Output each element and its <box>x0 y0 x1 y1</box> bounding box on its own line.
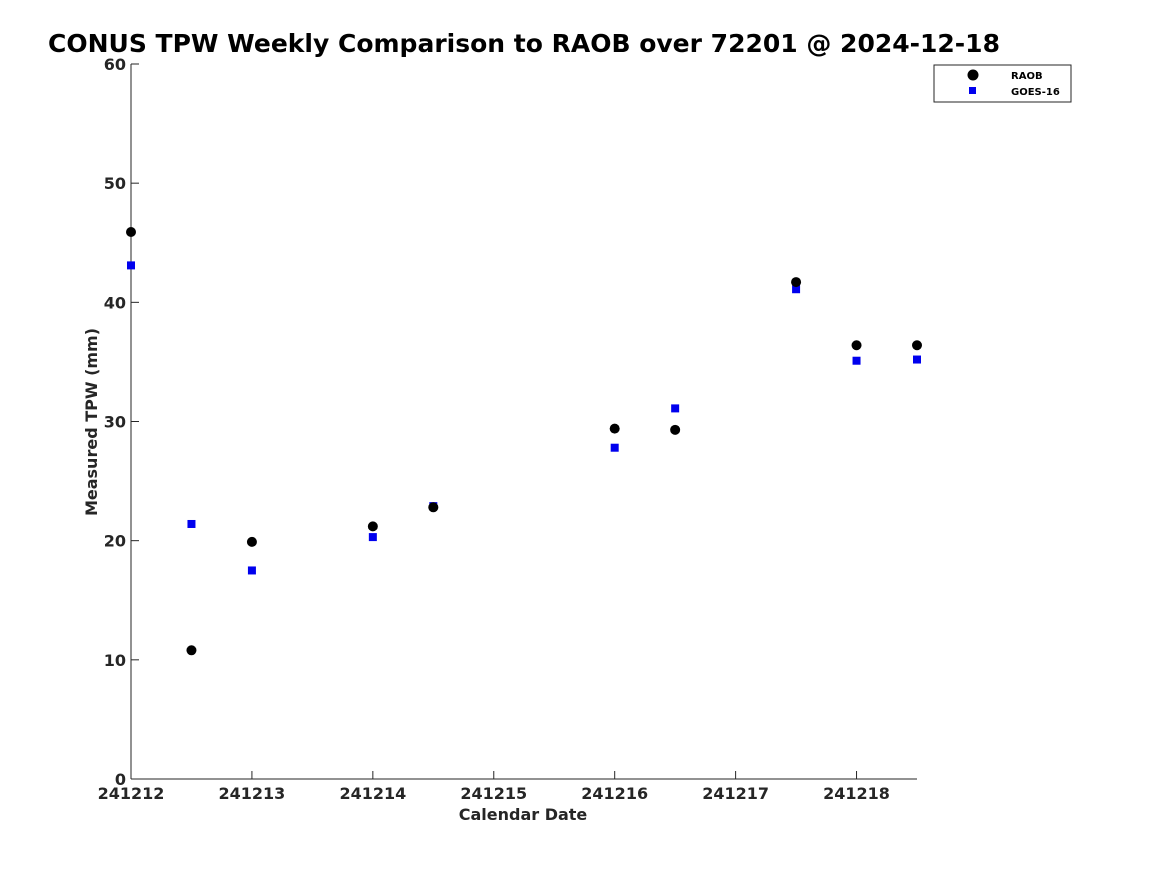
goes-16-point <box>852 356 861 365</box>
y-tick-label: 40 <box>104 293 126 312</box>
data-points <box>126 227 922 656</box>
goes-16-point <box>792 285 801 294</box>
x-tick-label: 241217 <box>702 784 769 803</box>
raob-point <box>851 340 862 351</box>
y-tick-label: 10 <box>104 651 126 670</box>
x-ticks: 241212 241213 241214 241215 241216 241217 2412… <box>98 771 890 803</box>
raob-point <box>609 423 620 434</box>
raob-point <box>126 227 136 238</box>
x-tick-label: 241214 <box>339 784 406 803</box>
y-tick-label: 30 <box>104 413 126 432</box>
y-ticks: 0 10 20 30 40 50 60 <box>104 55 139 789</box>
x-tick-label: 241216 <box>581 784 648 803</box>
y-tick-label: 0 <box>115 770 126 789</box>
legend: RAOB GOES-16 <box>933 64 1072 103</box>
y-tick-label: 50 <box>104 174 126 193</box>
goes-16-point <box>671 404 680 413</box>
raob-point <box>670 424 681 435</box>
goes-16-point <box>127 261 135 270</box>
raob-point <box>791 277 802 288</box>
y-axis-label: Measured TPW (mm) <box>82 328 101 516</box>
raob-point <box>246 536 257 547</box>
raob-point <box>912 340 922 351</box>
x-tick-label: 241218 <box>823 784 890 803</box>
axes <box>130 64 917 780</box>
x-axis-label: Calendar Date <box>459 805 588 824</box>
goes-16-point <box>610 443 619 452</box>
goes-16-point <box>913 355 921 364</box>
raob-point <box>186 645 197 656</box>
goes-16-point <box>187 519 196 528</box>
goes-16-point <box>368 533 377 542</box>
raob-point <box>367 521 378 532</box>
legend-raob-label: RAOB <box>1011 71 1043 82</box>
legend-goes-marker <box>969 87 976 94</box>
raob-point <box>428 502 439 513</box>
goes-16-point <box>247 566 256 575</box>
x-tick-label: 241215 <box>460 784 527 803</box>
y-tick-label: 60 <box>104 55 126 74</box>
x-tick-label: 241212 <box>98 784 165 803</box>
x-tick-label: 241213 <box>219 784 286 803</box>
y-tick-label: 20 <box>104 532 126 551</box>
legend-goes-label: GOES-16 <box>1011 87 1060 98</box>
legend-box <box>933 64 1072 103</box>
chart-title: CONUS TPW Weekly Comparison to RAOB over… <box>48 29 1000 58</box>
legend-raob-marker <box>967 69 979 81</box>
